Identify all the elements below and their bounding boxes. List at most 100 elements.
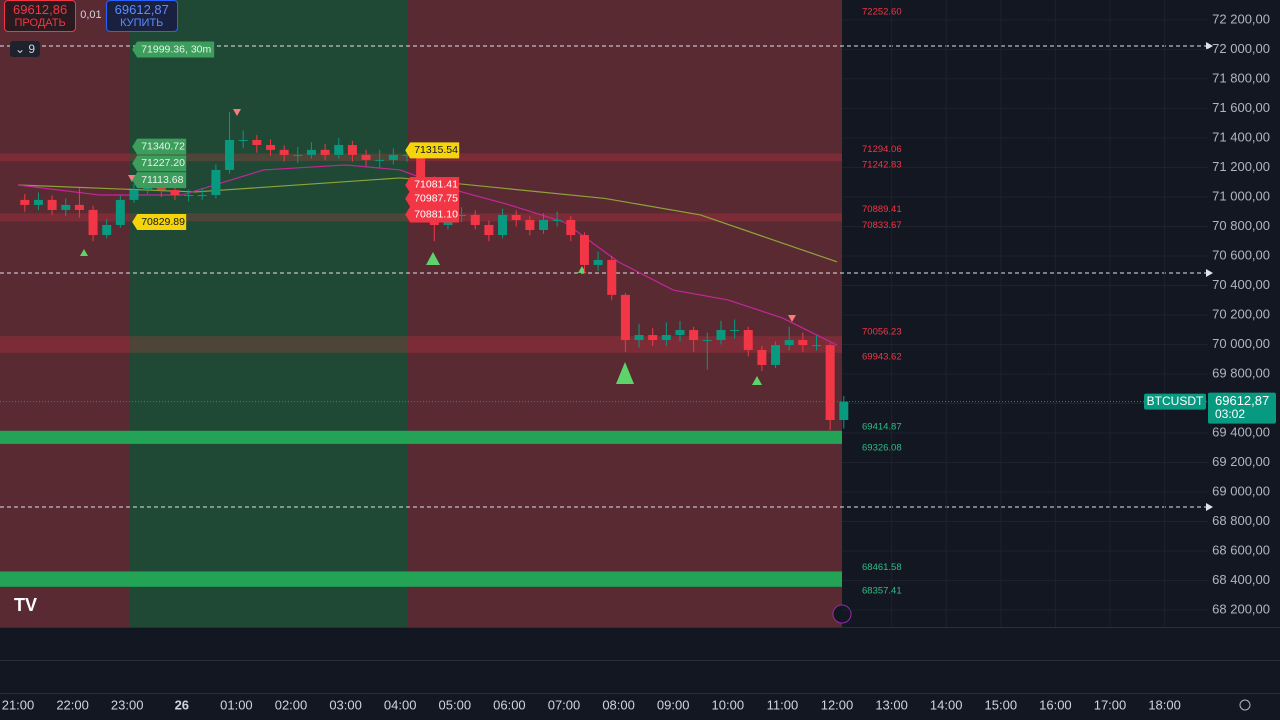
settings-icon[interactable] bbox=[1239, 699, 1251, 711]
last-price-label: 69612,87 bbox=[1215, 393, 1269, 408]
buy-button[interactable]: 69612,87 КУПИТЬ bbox=[105, 0, 178, 32]
buy-signal bbox=[426, 252, 440, 265]
zone-band bbox=[0, 571, 842, 587]
tag-shape bbox=[405, 142, 460, 159]
price-tag: 71113.68 bbox=[132, 172, 187, 189]
y-tick-label: 71 600,00 bbox=[1212, 100, 1270, 115]
tag-label: 71227.20 bbox=[141, 157, 185, 169]
y-tick-label: 72 000,00 bbox=[1212, 41, 1270, 56]
candle-body bbox=[388, 154, 398, 160]
y-tick-label: 70 600,00 bbox=[1212, 247, 1270, 262]
x-tick-label: 05:00 bbox=[439, 697, 472, 712]
x-tick-label: 17:00 bbox=[1094, 697, 1127, 712]
candle-body bbox=[306, 149, 316, 155]
tag-shape bbox=[405, 206, 460, 223]
y-tick-label: 69 200,00 bbox=[1212, 454, 1270, 469]
candle-body bbox=[784, 340, 794, 346]
x-tick-label: 16:00 bbox=[1039, 697, 1072, 712]
y-tick-label: 69 400,00 bbox=[1212, 424, 1270, 439]
candle-body bbox=[661, 335, 671, 341]
candle-body bbox=[375, 159, 385, 161]
tag-shape bbox=[132, 172, 187, 189]
candle-body bbox=[225, 140, 235, 170]
tag-label: 71340.72 bbox=[141, 140, 185, 152]
price-tag: 70987.75 bbox=[405, 190, 460, 207]
sell-signals bbox=[128, 109, 796, 322]
candle-body bbox=[279, 149, 289, 155]
tag-shape bbox=[132, 155, 187, 172]
y-tick-label: 68 600,00 bbox=[1212, 542, 1270, 557]
tag-shape bbox=[405, 176, 460, 193]
candle-body bbox=[798, 340, 808, 346]
x-tick-label: 26 bbox=[175, 697, 189, 712]
y-tick-label: 69 800,00 bbox=[1212, 365, 1270, 380]
moving-average bbox=[17, 177, 838, 263]
x-tick-label: 01:00 bbox=[220, 697, 253, 712]
candle-body bbox=[402, 154, 412, 156]
zone-band bbox=[0, 430, 842, 444]
x-tick-label: 21:00 bbox=[2, 697, 35, 712]
level-label: 70889.41 bbox=[862, 204, 902, 215]
price-tag: 70881.10 bbox=[405, 206, 460, 223]
y-tick-label: 71 000,00 bbox=[1212, 188, 1270, 203]
candle-body bbox=[61, 204, 71, 210]
buy-price: 69612,87 bbox=[114, 2, 169, 17]
y-tick-label: 71 200,00 bbox=[1212, 159, 1270, 174]
x-tick-label: 02:00 bbox=[275, 697, 308, 712]
x-tick-label: 10:00 bbox=[712, 697, 745, 712]
candle-body bbox=[293, 154, 303, 156]
candle-body bbox=[33, 199, 43, 205]
candle-body bbox=[498, 214, 508, 236]
buy-label: КУПИТЬ bbox=[120, 17, 164, 29]
indicator-toggle[interactable]: ⌄ 9 bbox=[10, 41, 41, 57]
session-bg bbox=[130, 0, 407, 627]
candle-body bbox=[197, 195, 207, 197]
candle-body bbox=[757, 349, 767, 365]
replay-icon[interactable] bbox=[832, 604, 852, 624]
symbol-badge bbox=[1144, 393, 1206, 410]
alert-arrow bbox=[1206, 42, 1213, 50]
symbol-label: BTCUSDT bbox=[1147, 394, 1204, 408]
candle-body bbox=[812, 345, 821, 347]
candle-body bbox=[689, 330, 699, 341]
candle-body bbox=[416, 154, 426, 180]
sell-signal bbox=[128, 175, 136, 182]
level-label: 68461.58 bbox=[862, 562, 902, 573]
y-tick-label: 68 400,00 bbox=[1212, 572, 1270, 587]
candle-body bbox=[334, 145, 344, 155]
candle-body bbox=[525, 219, 535, 230]
candle-body bbox=[675, 330, 685, 336]
x-tick-label: 09:00 bbox=[657, 697, 690, 712]
x-tick-label: 23:00 bbox=[111, 697, 144, 712]
candle-body bbox=[607, 259, 617, 295]
level-label: 69943.62 bbox=[862, 351, 902, 362]
candle-body bbox=[730, 330, 740, 332]
candle-body bbox=[593, 259, 603, 265]
level-label: 68357.41 bbox=[862, 585, 902, 596]
tag-label: 71081.41 bbox=[414, 179, 458, 191]
candle-body bbox=[620, 294, 630, 341]
x-tick-label: 11:00 bbox=[767, 697, 799, 712]
tag-label: 71315.54 bbox=[414, 144, 458, 156]
alert-arrows bbox=[1206, 42, 1213, 511]
quantity[interactable]: 0,01 bbox=[80, 9, 102, 21]
y-tick-label: 70 000,00 bbox=[1212, 336, 1270, 351]
candle-body bbox=[320, 149, 330, 155]
alert-arrow bbox=[1206, 269, 1213, 277]
y-tick-label: 69 000,00 bbox=[1212, 483, 1270, 498]
tag-shape bbox=[132, 138, 187, 155]
sell-label: ПРОДАТЬ bbox=[14, 17, 66, 29]
zone-band bbox=[0, 336, 842, 353]
y-tick-label: 70 400,00 bbox=[1212, 277, 1270, 292]
x-tick-label: 12:00 bbox=[821, 697, 854, 712]
x-tick-label: 22:00 bbox=[56, 697, 89, 712]
x-tick-label: 14:00 bbox=[930, 697, 963, 712]
tag-shape bbox=[132, 41, 215, 58]
logo: TV bbox=[14, 595, 37, 615]
candle-body bbox=[648, 335, 658, 341]
sell-button[interactable]: 69612,86 ПРОДАТЬ bbox=[4, 0, 77, 32]
x-tick-label: 13:00 bbox=[875, 697, 908, 712]
y-tick-label: 71 800,00 bbox=[1212, 70, 1270, 85]
price-tag: 71227.20 bbox=[132, 155, 187, 172]
